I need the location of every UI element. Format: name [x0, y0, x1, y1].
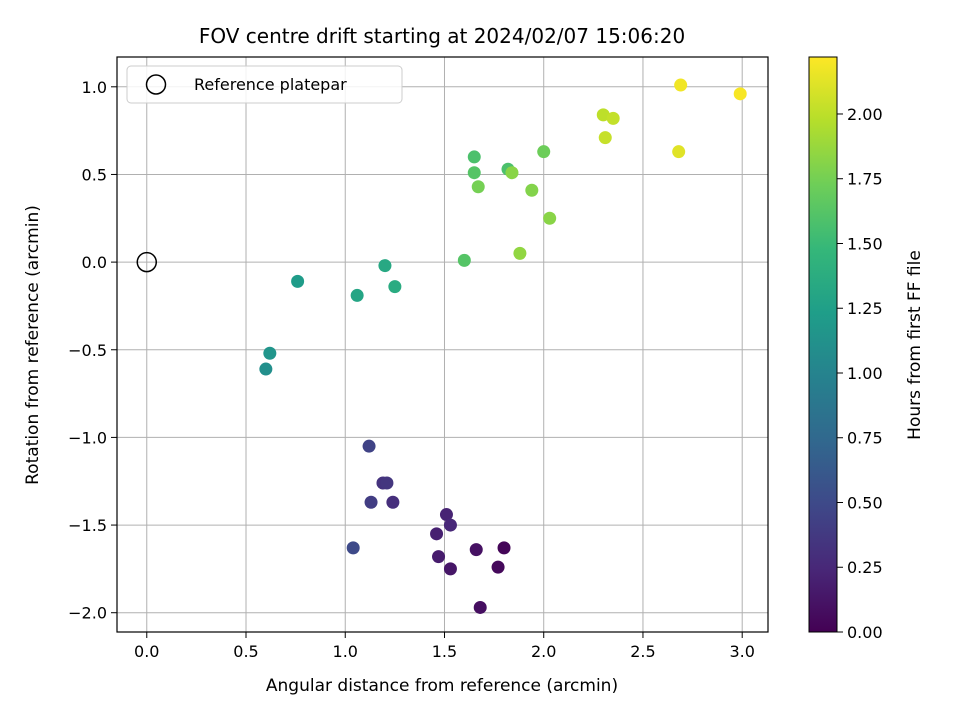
- data-point: [525, 183, 539, 197]
- y-tick-label: −1.5: [68, 516, 107, 535]
- data-point: [467, 166, 481, 180]
- data-point: [362, 439, 376, 453]
- x-tick-label: 1.0: [333, 642, 358, 661]
- reference-point: [136, 251, 158, 273]
- data-point: [497, 541, 511, 555]
- colorbar-tick-label: 1.00: [847, 364, 883, 383]
- y-tick-label: 0.0: [82, 253, 107, 272]
- data-point: [432, 550, 446, 564]
- data-point: [380, 476, 394, 490]
- x-tick-label: 3.0: [729, 642, 754, 661]
- x-tick-label: 2.5: [630, 642, 655, 661]
- reference-marker: [136, 251, 158, 273]
- x-axis-label: Angular distance from reference (arcmin): [266, 676, 618, 696]
- data-point: [388, 280, 402, 294]
- y-tick-label: 1.0: [82, 78, 107, 97]
- legend-reference-marker: [145, 74, 167, 95]
- chart-title: FOV centre drift starting at 2024/02/07 …: [199, 24, 685, 48]
- colorbar-tick-label: 2.00: [847, 105, 883, 124]
- x-tick-label: 0.5: [233, 642, 258, 661]
- plot-frame: [116, 56, 769, 633]
- colorbar-tick-label: 0.25: [847, 558, 883, 577]
- data-point: [378, 259, 392, 273]
- data-point: [543, 211, 557, 225]
- x-tick-label: 2.0: [531, 642, 556, 661]
- data-point: [672, 145, 686, 159]
- x-tick-label: 0.0: [134, 642, 159, 661]
- data-point: [733, 87, 747, 101]
- grid: [117, 57, 768, 632]
- data-point: [346, 541, 360, 555]
- colorbar-gradient: [808, 56, 838, 633]
- data-point: [598, 131, 612, 145]
- data-point: [491, 560, 505, 574]
- data-point: [473, 600, 487, 614]
- data-point: [457, 253, 471, 267]
- data-point: [471, 180, 485, 194]
- data-point: [606, 111, 620, 125]
- data-point: [364, 495, 378, 509]
- data-point: [259, 362, 273, 376]
- data-point: [439, 508, 453, 522]
- colorbar-tick-label: 1.75: [847, 170, 883, 189]
- data-point: [350, 288, 364, 302]
- y-tick-label: 0.5: [82, 165, 107, 184]
- legend-entry-reference: Reference platepar: [194, 75, 347, 94]
- data-point: [596, 108, 610, 122]
- legend-box: [126, 65, 403, 104]
- data-points: [259, 78, 747, 614]
- data-point: [263, 346, 277, 360]
- colorbar-tick-label: 0.50: [847, 493, 883, 512]
- data-point: [505, 166, 519, 180]
- data-point: [674, 78, 688, 92]
- data-point: [443, 518, 457, 532]
- colorbar-ticks: 0.00 0.25 0.50 0.75 1.00 1.25 1.50 1.75 2.00: [837, 105, 883, 642]
- data-point: [537, 145, 551, 159]
- colorbar-tick-label: 1.50: [847, 234, 883, 253]
- data-point: [386, 495, 400, 509]
- y-axis-label: Rotation from reference (arcmin): [23, 205, 43, 485]
- colorbar-label: Hours from first FF file: [905, 250, 925, 440]
- y-tick-label: −2.0: [68, 604, 107, 623]
- y-tick-label: −1.0: [68, 428, 107, 447]
- data-point: [513, 246, 527, 260]
- y-tick-label: −0.5: [68, 341, 107, 360]
- data-point: [443, 562, 457, 576]
- data-point: [291, 274, 305, 288]
- legend: Reference platepar: [126, 65, 403, 104]
- data-point: [467, 150, 481, 164]
- colorbar-tick-label: 0.75: [847, 429, 883, 448]
- data-point: [469, 543, 483, 557]
- colorbar-tick-label: 1.25: [847, 299, 883, 318]
- axis-ticks: 0.0 0.5 1.0 1.5 2.0 2.5 3.0 −2.0 −1.5 −1.0 −0.5 0.0…: [68, 78, 755, 661]
- data-point: [430, 527, 444, 541]
- colorbar: 0.00 0.25 0.50 0.75 1.00 1.25 1.50 1.75 2.00 Hou…: [808, 56, 925, 642]
- colorbar-tick-label: 0.00: [847, 623, 883, 642]
- x-tick-label: 1.5: [432, 642, 457, 661]
